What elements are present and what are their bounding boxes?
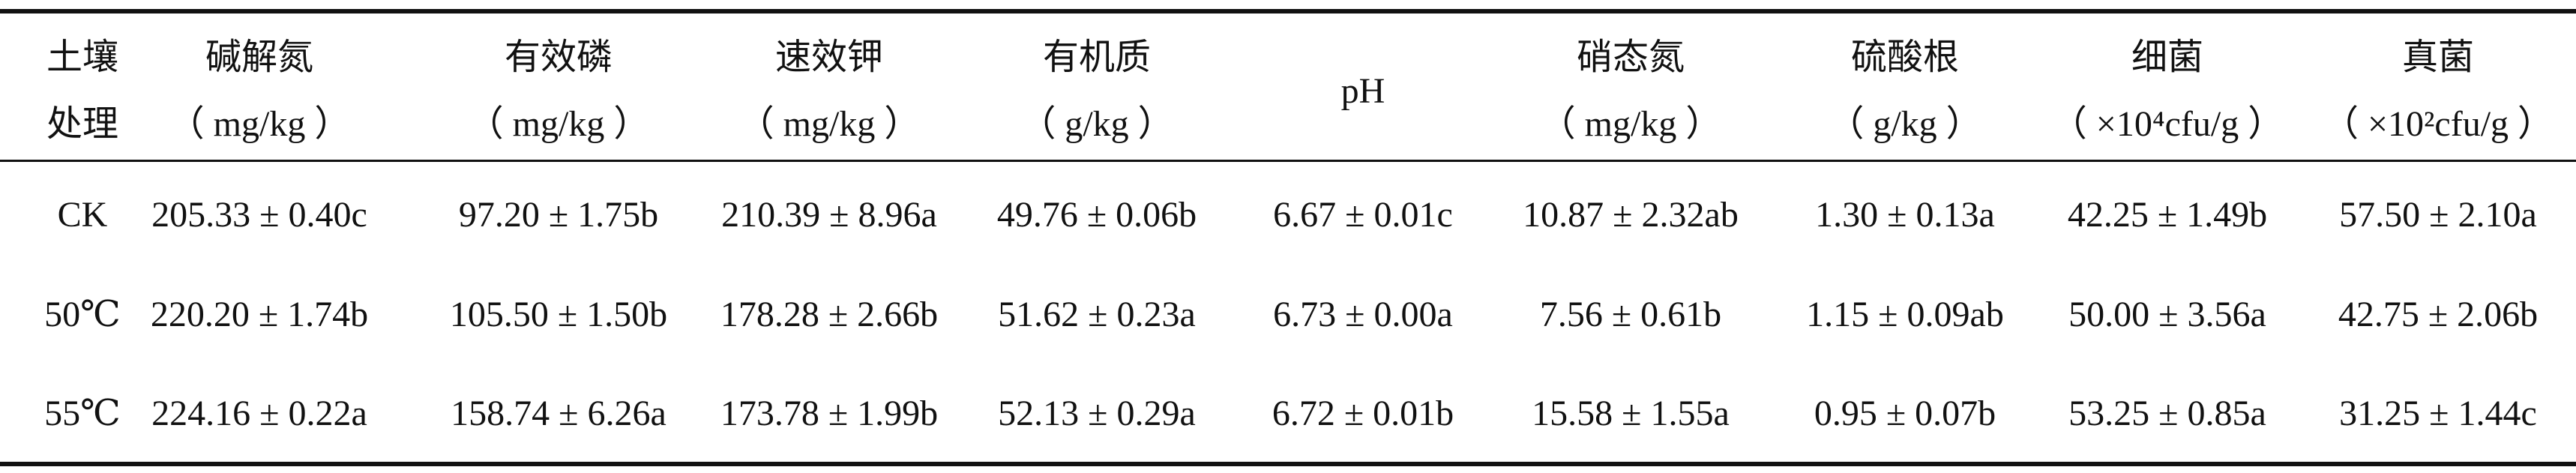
header-cell: （ g/kg ） [1828, 104, 1982, 144]
header-cell: （ mg/kg ） [467, 104, 650, 144]
header-cell: 有效磷 [504, 37, 613, 77]
data-cell: 6.67 ± 0.01c [1273, 195, 1453, 235]
data-cell: 220.20 ± 1.74b [150, 295, 369, 334]
header-cell: 有机质 [1042, 37, 1152, 77]
data-cell: 51.62 ± 0.23a [998, 295, 1196, 334]
row-label: 50℃ [44, 295, 121, 334]
header-cell: 速效钾 [774, 37, 884, 77]
header-cell: （ mg/kg ） [738, 104, 921, 144]
data-cell: 105.50 ± 1.50b [449, 295, 668, 334]
data-cell: 0.95 ± 0.07b [1814, 394, 1996, 433]
data-cell: 158.74 ± 6.26a [451, 394, 666, 433]
data-cell: 52.13 ± 0.29a [998, 394, 1196, 433]
top-rule [0, 9, 2576, 13]
data-cell: 6.72 ± 0.01b [1272, 394, 1454, 433]
header-cell: 处理 [46, 104, 119, 144]
data-cell: 42.25 ± 1.49b [2067, 195, 2268, 235]
header-rule [0, 160, 2576, 162]
data-cell: 1.15 ± 0.09ab [1806, 295, 2004, 334]
data-cell: 178.28 ± 2.66b [720, 295, 939, 334]
header-cell: pH [1340, 71, 1385, 111]
header-cell: 硝态氮 [1576, 37, 1685, 77]
data-cell: 31.25 ± 1.44c [2339, 394, 2537, 433]
header-cell: （ g/kg ） [1020, 104, 1174, 144]
header-cell: （ mg/kg ） [1539, 104, 1722, 144]
header-cell: 真菌 [2401, 37, 2475, 77]
data-cell: 1.30 ± 0.13a [1815, 195, 1995, 235]
header-cell: （ mg/kg ） [168, 104, 351, 144]
header-cell: 硫酸根 [1850, 37, 1960, 77]
data-cell: 10.87 ± 2.32ab [1523, 195, 1739, 235]
header-cell: 细菌 [2131, 37, 2204, 77]
data-cell: 97.20 ± 1.75b [458, 195, 659, 235]
data-cell: 49.76 ± 0.06b [996, 195, 1197, 235]
data-cell: 53.25 ± 0.85a [2068, 394, 2266, 433]
header-cell: 土壤 [46, 37, 119, 77]
data-cell: 6.73 ± 0.00a [1273, 295, 1453, 334]
data-cell: 57.50 ± 2.10a [2339, 195, 2537, 235]
data-cell: 205.33 ± 0.40c [151, 195, 367, 235]
row-label: 55℃ [44, 394, 121, 433]
header-cell: （ ×10⁴cfu/g ） [2050, 104, 2284, 144]
header-cell: （ ×10²cfu/g ） [2322, 104, 2554, 144]
data-cell: 224.16 ± 0.22a [151, 394, 367, 433]
data-cell: 210.39 ± 8.96a [721, 195, 937, 235]
data-cell: 7.56 ± 0.61b [1539, 295, 1722, 334]
data-cell: 50.00 ± 3.56a [2068, 295, 2266, 334]
data-cell: 173.78 ± 1.99b [720, 394, 939, 433]
header-cell: 碱解氮 [205, 37, 314, 77]
bottom-rule [0, 462, 2576, 466]
row-label: CK [57, 195, 108, 235]
data-cell: 15.58 ± 1.55a [1532, 394, 1730, 433]
data-cell: 42.75 ± 2.06b [2338, 295, 2539, 334]
